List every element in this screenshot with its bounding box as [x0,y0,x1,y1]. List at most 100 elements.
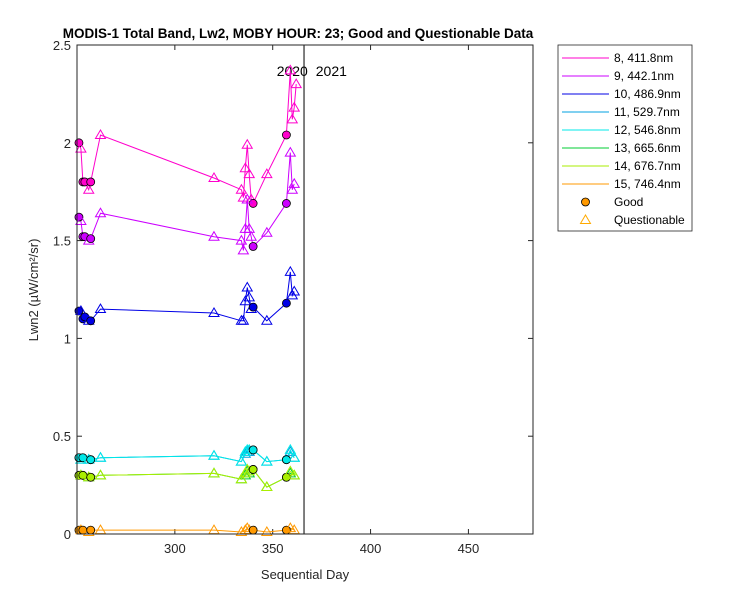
questionable-point [260,526,273,537]
questionable-point [243,291,256,302]
questionable-point [235,455,248,466]
questionable-point [237,314,250,325]
questionable-point [243,222,256,233]
questionable-point [239,162,252,173]
good-point [86,525,96,535]
good-point [282,130,291,140]
questionable-marker-icon [579,214,592,224]
questionable-point [235,183,248,194]
good-point [282,298,291,308]
good-point [86,455,96,465]
legend-label: 14, 676.7nm [614,159,681,173]
questionable-point [208,467,220,478]
questionable-point [260,226,273,237]
legend-label: 15, 746.4nm [614,177,681,191]
questionable-point [260,481,273,492]
legend: 8, 411.8nm 9, 442.1nm 10, 486.9nm 11, 529.7… [557,44,693,232]
questionable-point [290,78,303,89]
legend-item: 8, 411.8nm [562,51,673,65]
x-tick-label: 450 [458,541,480,556]
legend-item: 15, 746.4nm [562,177,681,191]
y-axis-label: Lwn2 (µW/cm²/sr) [26,239,41,342]
good-point [248,445,258,455]
series [74,443,301,466]
questionable-point [288,469,301,480]
good-point [86,316,96,326]
questionable-point [284,64,297,75]
y-tick-label: 2.5 [53,38,71,53]
good-point [86,177,96,187]
good-point [248,302,258,312]
questionable-point [75,215,87,226]
series [74,522,301,537]
questionable-point [235,234,248,245]
questionable-point [239,445,252,456]
questionable-point [208,172,220,183]
good-point [282,199,291,208]
plot-frame [76,44,534,535]
questionable-point [284,146,297,157]
legend-label: Questionable [614,213,685,227]
legend-item: 11, 529.7nm [562,105,680,119]
questionable-point [286,183,299,194]
questionable-point [241,281,254,292]
questionable-point [208,230,220,241]
questionable-point [288,101,301,112]
legend-item: 13, 665.6nm [562,141,681,155]
y-tick-label: 1.5 [53,234,71,249]
questionable-point [284,465,297,476]
x-tick-label: 400 [360,541,382,556]
questionable-point [284,445,297,456]
questionable-point [284,443,297,454]
questionable-point [94,469,107,480]
series [74,146,301,255]
legend-item: 14, 676.7nm [562,159,681,173]
x-tick-label: 350 [262,541,284,556]
legend-item-questionable: Questionable [579,213,685,227]
legend-label: Good [614,195,643,209]
legend-label: 8, 411.8nm [614,51,673,65]
series [74,265,301,326]
year-label: 2020 [277,63,308,79]
plot-area [77,45,533,534]
questionable-point [288,285,301,296]
questionable-point [94,451,107,462]
legend-item: 12, 546.8nm [562,123,681,137]
questionable-point [241,138,254,149]
good-point [248,525,258,535]
legend-label: 10, 486.9nm [614,87,681,101]
questionable-point [260,168,273,179]
good-point [282,455,291,465]
questionable-point [94,303,107,314]
questionable-point [75,305,87,316]
x-tick-label: 300 [164,541,186,556]
questionable-point [260,455,273,466]
questionable-point [94,207,107,218]
legend-label: 12, 546.8nm [614,123,681,137]
y-tick-label: 1 [64,331,71,346]
questionable-point [208,306,220,317]
questionable-point [243,168,256,179]
questionable-point [284,265,297,276]
y-tick-label: 2 [64,136,71,151]
legend-label: 11, 529.7nm [614,105,680,119]
legend-label: 9, 442.1nm [614,69,674,83]
questionable-point [260,314,273,325]
questionable-point [288,177,301,188]
y-tick-label: 0.5 [53,429,71,444]
series [74,463,301,492]
good-point [86,234,96,244]
questionable-point [245,230,258,241]
questionable-point [208,449,220,460]
legend-label: 13, 665.6nm [614,141,681,155]
good-point [248,242,258,251]
good-marker-icon [581,197,590,207]
legend-item: 9, 442.1nm [562,69,674,83]
series [74,64,303,208]
x-axis-label: Sequential Day [261,567,350,582]
questionable-point [241,193,254,204]
questionable-point [288,451,301,462]
good-point [86,472,96,482]
questionable-point [237,244,250,255]
